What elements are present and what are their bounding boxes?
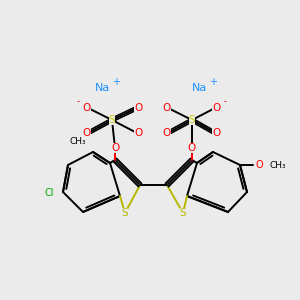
Text: Na: Na [192, 83, 208, 93]
Text: +: + [209, 77, 217, 87]
Text: S: S [122, 208, 128, 218]
Text: Cl: Cl [45, 188, 54, 199]
Text: S: S [189, 115, 195, 125]
Text: S: S [109, 115, 115, 125]
Text: Na: Na [95, 83, 111, 93]
Text: O: O [111, 143, 119, 153]
Text: O: O [212, 128, 220, 138]
Text: O: O [82, 103, 91, 113]
Text: CH₃: CH₃ [70, 137, 86, 146]
Text: +: + [112, 77, 121, 87]
Text: O: O [212, 103, 220, 113]
Text: O: O [162, 128, 171, 138]
Text: O: O [162, 103, 171, 113]
Text: O: O [188, 143, 196, 153]
Text: O: O [134, 103, 142, 113]
Text: S: S [180, 208, 186, 218]
Text: O: O [256, 160, 263, 170]
Text: -: - [77, 97, 80, 106]
Text: O: O [82, 128, 91, 138]
Text: CH₃: CH₃ [269, 160, 286, 169]
Text: O: O [134, 128, 142, 138]
Text: -: - [223, 97, 226, 106]
